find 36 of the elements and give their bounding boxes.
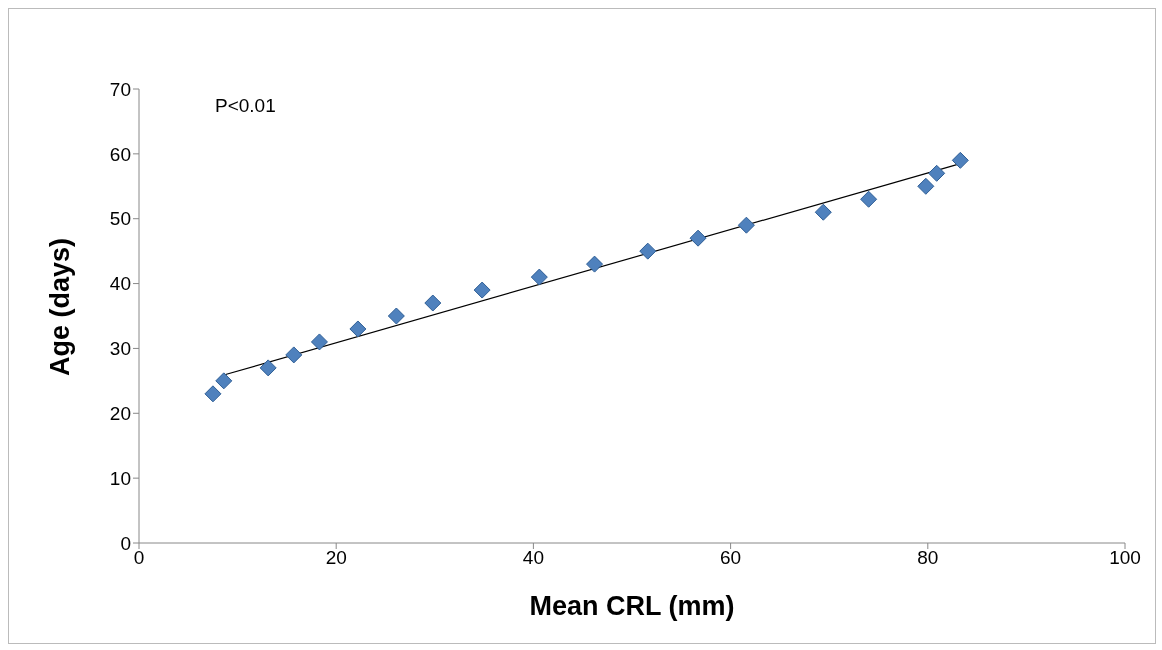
y-tick-label: 30: [109, 338, 131, 360]
x-tick-label: 40: [522, 547, 544, 569]
point: [639, 242, 657, 260]
y-tick-label: 40: [109, 273, 131, 295]
x-axis-title: Mean CRL (mm): [529, 591, 735, 621]
point: [689, 229, 707, 247]
point: [215, 372, 233, 390]
point: [424, 294, 442, 312]
y-tick-label: 50: [109, 208, 131, 230]
point: [586, 255, 604, 273]
y-tick-label: 10: [109, 467, 131, 489]
x-tick-label: 100: [1109, 547, 1141, 569]
y-tick-label: 20: [109, 403, 131, 425]
point: [473, 281, 491, 299]
point: [310, 333, 328, 351]
y-tick-label: 0: [120, 532, 131, 554]
point: [285, 346, 303, 364]
annotation: P<0.01: [215, 95, 276, 117]
point: [259, 359, 277, 377]
x-tick-label: 0: [133, 547, 145, 569]
point: [951, 151, 969, 169]
point: [737, 216, 755, 234]
point: [860, 190, 878, 208]
point: [530, 268, 548, 286]
y-axis-title: Age (days): [44, 237, 75, 376]
x-tick-label: 60: [720, 547, 742, 569]
x-tick-label: 20: [325, 547, 347, 569]
point: [917, 177, 935, 195]
y-tick-label: 60: [109, 143, 131, 165]
y-tick-label: 70: [109, 78, 131, 100]
point: [349, 320, 367, 338]
point: [814, 203, 832, 221]
point: [928, 164, 946, 182]
x-tick-label: 80: [917, 547, 939, 569]
point: [204, 385, 222, 403]
point: [387, 307, 405, 325]
